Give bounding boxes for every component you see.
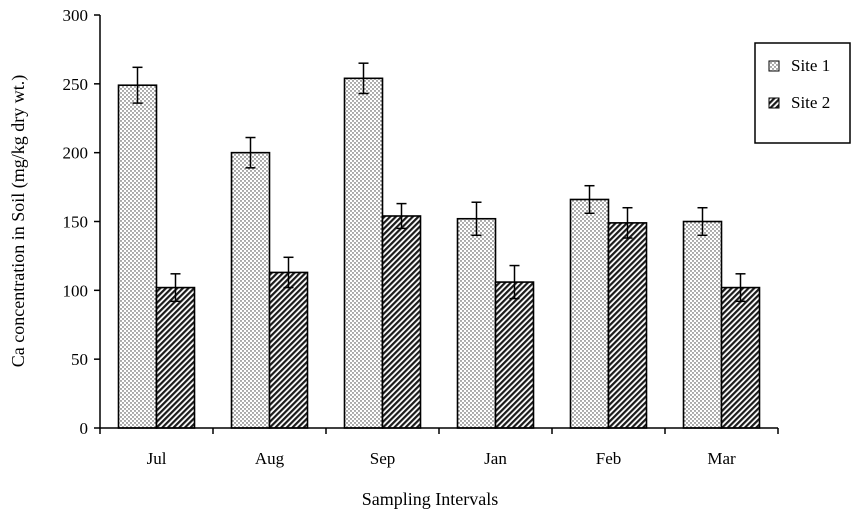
bar-site-1-sep (343, 77, 384, 429)
error-bar-site-2-jul (170, 273, 181, 303)
x-axis-title: Sampling Intervals (362, 489, 498, 509)
bar-site-2-feb (607, 222, 648, 429)
bar-site-2-sep (381, 215, 422, 429)
y-tick-label-50: 50 (71, 350, 88, 369)
legend-box (754, 42, 851, 144)
legend-swatch-site-2 (768, 97, 780, 109)
error-bar-site-2-aug (283, 256, 294, 289)
error-bar-site-2-feb (622, 206, 633, 239)
bars-layer (117, 77, 761, 429)
y-tick-label-0: 0 (80, 419, 89, 438)
error-bar-site-2-jan (509, 264, 520, 300)
bar-site-2-jan (494, 281, 535, 429)
x-tick-label-jan: Jan (484, 449, 507, 468)
error-bar-site-1-feb (584, 184, 595, 214)
x-tick-label-sep: Sep (370, 449, 396, 468)
legend-label-site-2: Site 2 (791, 93, 830, 112)
bar-site-1-mar (682, 220, 723, 429)
y-axis-title: Ca concentration in Soil (mg/kg dry wt.) (8, 75, 29, 367)
y-tick-label-100: 100 (63, 281, 89, 300)
x-tick-label-mar: Mar (707, 449, 736, 468)
axes-layer: Jul Aug Sep Jan Feb Mar 0 50 100 150 200 250 300 (63, 6, 779, 468)
error-bar-site-1-mar (697, 206, 708, 237)
error-bars-layer (132, 62, 746, 303)
error-bar-site-1-jul (132, 66, 143, 104)
x-tick-label-feb: Feb (596, 449, 622, 468)
legend-label-site-1: Site 1 (791, 56, 830, 75)
bar-site-2-aug (268, 271, 309, 429)
legend: Site 1 Site 2 (754, 42, 851, 144)
bar-site-2-jul (155, 286, 196, 429)
y-tick-label-150: 150 (63, 213, 89, 232)
bar-site-1-jan (456, 217, 497, 429)
bar-site-1-aug (230, 151, 271, 429)
legend-swatch-site-1 (768, 60, 780, 72)
error-bar-site-2-mar (735, 273, 746, 303)
bar-site-2-mar (720, 286, 761, 429)
bar-site-1-jul (117, 84, 158, 429)
error-bar-site-1-jan (471, 201, 482, 237)
error-bar-site-1-sep (358, 62, 369, 95)
y-tick-label-300: 300 (63, 6, 89, 25)
y-tick-label-250: 250 (63, 75, 89, 94)
y-tick-label-200: 200 (63, 144, 89, 163)
error-bar-site-2-sep (396, 202, 407, 230)
x-tick-label-aug: Aug (255, 449, 285, 468)
bar-site-1-feb (569, 198, 610, 429)
x-tick-label-jul: Jul (147, 449, 167, 468)
error-bar-site-1-aug (245, 136, 256, 169)
